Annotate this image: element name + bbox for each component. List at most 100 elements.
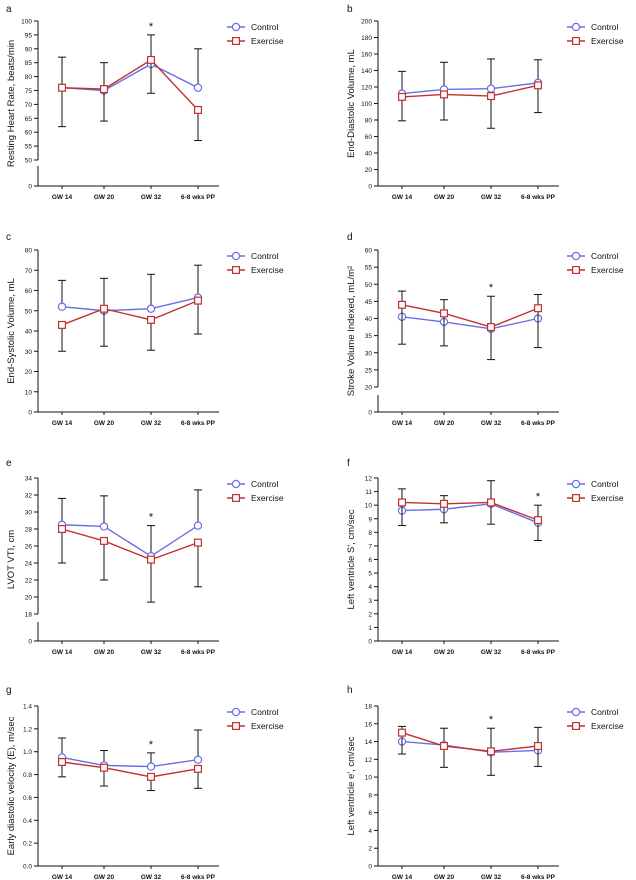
- legend: Control Exercise: [227, 22, 284, 46]
- y-tick-label: 0: [368, 639, 372, 646]
- y-tick-label: 10: [365, 503, 373, 510]
- y-tick-label: 140: [361, 68, 372, 75]
- legend-label: Exercise: [251, 721, 284, 731]
- legend-marker-exercise: [571, 494, 580, 503]
- x-tick-label: GW 32: [141, 649, 162, 656]
- y-tick-label: 2: [368, 611, 372, 618]
- x-tick-label: GW 32: [141, 874, 162, 880]
- legend-label: Control: [591, 251, 619, 261]
- y-tick-label: 20: [365, 385, 373, 392]
- panel-g: g 0.0 0.2 0.4 0.6 0.8 1.0 1.2 1.4 GW 14 GW 20 GW 32…: [6, 685, 284, 880]
- legend-marker-exercise: [232, 721, 241, 730]
- legend-marker-exercise: [571, 721, 580, 730]
- y-tick-label: 55: [365, 265, 373, 272]
- series-line: [61, 59, 199, 111]
- y-tick-label: 18: [25, 612, 33, 619]
- y-tick-label: 40: [25, 329, 33, 336]
- y-tick-label: 0.2: [23, 841, 32, 848]
- x-tick-label: GW 20: [434, 874, 455, 880]
- legend-label: Exercise: [251, 265, 284, 275]
- y-tick-label: 11: [365, 489, 372, 496]
- data-point-exercise: [194, 764, 203, 773]
- legend: Control Exercise: [567, 479, 624, 503]
- y-tick-label: 20: [365, 167, 373, 174]
- y-tick-label: 0: [28, 184, 32, 191]
- y-tick-label: 5: [368, 571, 372, 578]
- y-tick-label: 16: [365, 721, 373, 728]
- y-tick-label: 0: [28, 639, 32, 646]
- series-control: [397, 58, 543, 98]
- significance-marker: *: [489, 282, 494, 294]
- data-point-control: [146, 762, 156, 771]
- legend-marker-exercise: [232, 266, 241, 275]
- legend-label: Control: [591, 707, 619, 717]
- x-tick-label: GW 32: [481, 420, 502, 427]
- legend-label: Exercise: [591, 493, 624, 503]
- panel-letter: h: [347, 685, 353, 696]
- data-point-control: [486, 84, 496, 93]
- y-axis-title: Left ventricle e', cm/sec: [346, 736, 357, 835]
- y-tick-label: 1.0: [23, 749, 32, 756]
- series-line: [61, 63, 199, 92]
- legend-marker-control: [571, 22, 581, 32]
- series-line: [401, 82, 539, 95]
- panel-h: h 0 2 4 6 8 10 12 14 16 18 GW 14 GW 20 GW 32 6-8 wks P…: [346, 685, 624, 880]
- y-tick-label: 65: [25, 116, 33, 123]
- x-tick-label: GW 32: [481, 649, 502, 656]
- legend-marker-exercise: [571, 266, 580, 275]
- series-exercise: [398, 728, 542, 776]
- y-tick-label: 0.0: [23, 864, 32, 871]
- panel-c: c 0 10 20 30 40 50 60 70 80 GW 14 GW 20 GW 32 6-8 wks…: [6, 232, 284, 427]
- panel-d: d 20 25 30 35 40 45 50 55 60 0 GW 14 GW 20 GW 32 6-8 w…: [346, 232, 624, 427]
- y-tick-label: 22: [25, 578, 33, 585]
- y-tick-label: 1: [368, 625, 372, 632]
- legend-marker-control: [231, 707, 241, 717]
- legend-marker-control: [231, 22, 241, 32]
- x-tick-label: 6-8 wks PP: [181, 649, 216, 656]
- y-tick-label: 0: [368, 864, 372, 871]
- x-tick-label: GW 14: [392, 194, 413, 201]
- y-tick-label: 0.8: [23, 772, 32, 779]
- data-point-exercise: [147, 55, 156, 64]
- y-tick-label: 75: [25, 88, 33, 95]
- significance-marker: *: [149, 512, 154, 524]
- y-tick-label: 100: [361, 101, 372, 108]
- y-tick-label: 32: [25, 493, 33, 500]
- y-tick-label: 35: [365, 333, 373, 340]
- x-tick-label: GW 32: [141, 420, 162, 427]
- legend-label: Control: [251, 22, 279, 32]
- y-tick-label: 12: [365, 757, 373, 764]
- legend-label: Control: [591, 22, 619, 32]
- data-point-exercise: [147, 772, 156, 781]
- y-tick-label: 0: [28, 410, 32, 417]
- series-control: [397, 725, 543, 757]
- data-point-exercise: [147, 315, 156, 324]
- series-line: [401, 304, 539, 328]
- y-axis-title: Early diastolic velocity (E), m/sec: [6, 716, 17, 855]
- x-tick-label: 6-8 wks PP: [521, 194, 556, 201]
- y-axis-title: End-Systolic Volume, mL: [6, 278, 17, 384]
- significance-marker: *: [149, 739, 154, 751]
- y-tick-label: 6: [368, 557, 372, 564]
- series-control: [397, 290, 543, 333]
- legend: Control Exercise: [567, 251, 624, 275]
- y-tick-label: 25: [365, 367, 373, 374]
- legend-marker-control: [571, 251, 581, 261]
- data-point-exercise: [533, 81, 542, 90]
- x-tick-label: GW 20: [434, 420, 455, 427]
- legend-label: Exercise: [251, 493, 284, 503]
- data-point-control: [193, 521, 203, 530]
- panel-letter: c: [6, 232, 11, 243]
- y-tick-label: 0.6: [23, 795, 32, 802]
- legend-marker-control: [231, 251, 241, 261]
- y-tick-label: 90: [25, 46, 33, 53]
- legend-marker-exercise: [232, 494, 241, 503]
- y-tick-label: 70: [25, 268, 33, 275]
- x-tick-label: GW 20: [94, 420, 115, 427]
- x-tick-label: GW 20: [94, 874, 115, 880]
- y-tick-label: 10: [365, 775, 373, 782]
- x-tick-label: 6-8 wks PP: [521, 874, 556, 880]
- panel-letter: f: [347, 458, 350, 469]
